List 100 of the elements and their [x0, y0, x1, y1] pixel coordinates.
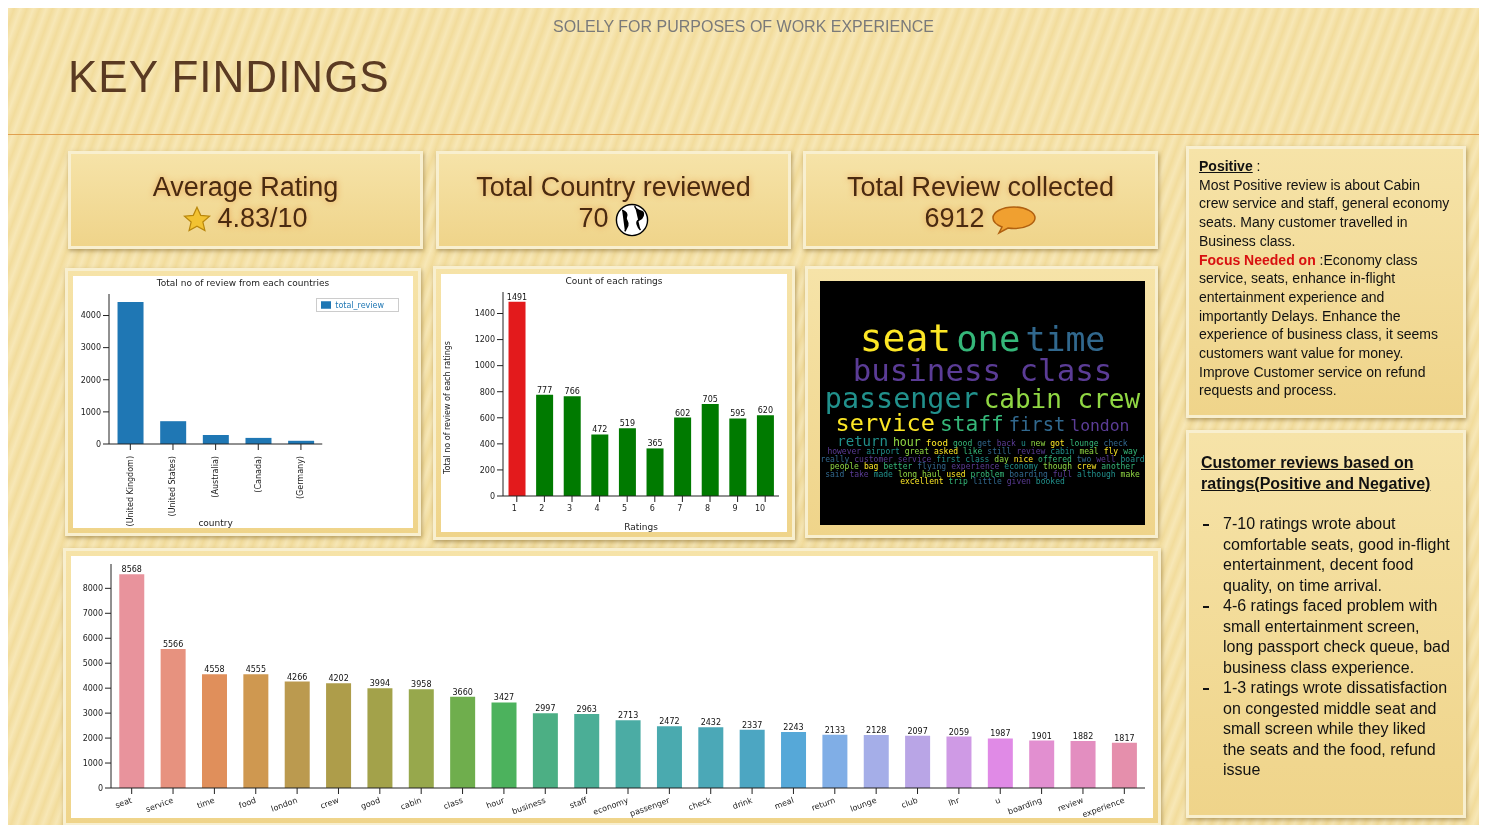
- data-label: 1987: [990, 729, 1011, 739]
- text: like: [963, 447, 983, 457]
- data-label: 1901: [1031, 731, 1052, 741]
- text: cabin: [1050, 447, 1075, 457]
- text: u: [1020, 438, 1026, 448]
- data-label: 2472: [659, 717, 680, 727]
- y-tick-label: 1000: [474, 361, 495, 371]
- data-label: 3660: [452, 687, 473, 697]
- text: excellent: [900, 477, 944, 487]
- text: food: [925, 436, 948, 448]
- data-label: 5566: [162, 640, 184, 650]
- text: full: [1052, 469, 1073, 479]
- bar: [574, 714, 600, 788]
- x-tick-label: time: [195, 795, 217, 811]
- text: offered: [1038, 454, 1072, 464]
- text: london: [1070, 416, 1130, 436]
- x-tick-label: 4: [594, 503, 600, 513]
- data-label: 2097: [907, 726, 928, 736]
- text: although: [1077, 469, 1116, 479]
- bar: [201, 674, 227, 788]
- bar: [646, 448, 664, 496]
- x-tick-label: drink: [731, 795, 754, 812]
- data-label: 602: [674, 408, 691, 418]
- text: check: [1103, 438, 1128, 448]
- bar: [532, 713, 558, 788]
- x-axis-title: Ratings: [624, 522, 659, 532]
- text: used: [946, 469, 966, 479]
- x-tick-label: meal: [773, 795, 795, 812]
- y-tick-label: 2000: [80, 375, 101, 385]
- y-tick-label: 3000: [80, 343, 101, 353]
- x-tick-label: (United Kingdom): [125, 456, 135, 527]
- text: 4.83/10: [216, 203, 309, 234]
- x-tick-label: 10: [755, 503, 766, 513]
- y-tick-label: 2000: [82, 733, 103, 743]
- y-tick-label: 0: [97, 783, 103, 793]
- text: Most Positive review is about Cabin crew service and staff, general economy seats. Many customer travelled in Business class.: [1199, 176, 1450, 249]
- data-label: 1882: [1072, 732, 1094, 742]
- bar: [243, 674, 269, 788]
- data-label: 2128: [866, 725, 887, 735]
- x-tick-label: u: [993, 795, 1002, 806]
- y-tick-label: 4000: [80, 311, 101, 321]
- bar: [656, 726, 682, 788]
- x-tick-label: (Germany): [296, 456, 306, 500]
- text: though: [1043, 462, 1072, 472]
- text: 1-3 ratings wrote dissatisfaction on congested middle seat and small screen while they liked the seats and the food, refund issue: [1222, 678, 1449, 780]
- data-label: 705: [702, 395, 718, 405]
- text: asked: [933, 447, 959, 457]
- text: new: [1030, 438, 1046, 448]
- y-tick-label: 8000: [82, 584, 103, 594]
- data-label: 4558: [204, 665, 225, 675]
- text: booked: [1035, 477, 1065, 487]
- y-tick-label: 800: [479, 387, 495, 397]
- bar: [491, 702, 517, 788]
- x-tick-label: club: [900, 795, 920, 810]
- text: problem: [970, 469, 1005, 479]
- text: well: [1096, 454, 1116, 464]
- data-label: 2432: [700, 718, 721, 728]
- text: got: [1050, 438, 1065, 448]
- x-tick-label: 1: [511, 503, 517, 513]
- bar: [863, 734, 889, 788]
- y-tick-label: 600: [479, 413, 495, 423]
- bar: [615, 720, 641, 788]
- x-tick-label: check: [687, 795, 713, 813]
- x-tick-label: food: [237, 795, 258, 811]
- text: back: [996, 438, 1016, 448]
- bar: [946, 736, 972, 788]
- text: board: [1120, 454, 1145, 464]
- bar: [1070, 741, 1096, 788]
- y-tick-label: 200: [479, 465, 495, 475]
- data-label: 620: [757, 406, 774, 416]
- text: two: [1076, 454, 1092, 464]
- text: Customer reviews based on ratings(Positive and Negative): [1201, 453, 1432, 494]
- bar: [739, 729, 765, 788]
- y-tick-label: 0: [95, 439, 101, 449]
- bar: [781, 732, 807, 788]
- text: Total Review collected: [845, 172, 1116, 203]
- y-tick-label: 3000: [82, 708, 103, 718]
- y-tick-label: 1000: [82, 758, 103, 768]
- text: another: [1101, 462, 1135, 472]
- chart-title: Total no of review from each countries: [155, 278, 331, 288]
- data-label: 777: [536, 385, 553, 395]
- text: airport: [866, 447, 900, 457]
- bar: [987, 738, 1013, 788]
- text: people: [830, 462, 859, 472]
- bar: [367, 688, 393, 788]
- text: 7-10 ratings wrote about comfortable seats, good in-flight entertainment, decent food quality, on time arrival.: [1222, 514, 1451, 596]
- text: review: [1016, 447, 1046, 457]
- bar: [698, 727, 724, 788]
- bar: [563, 396, 581, 496]
- x-tick-label: (United States): [168, 456, 178, 517]
- data-label: 4202: [328, 674, 349, 684]
- text: first class: [936, 454, 990, 464]
- data-label: 2243: [783, 723, 804, 733]
- text: still: [987, 447, 1012, 457]
- text: 70: [577, 203, 610, 236]
- x-tick-label: lounge: [849, 795, 878, 814]
- bar: [701, 404, 719, 496]
- text: nice: [1013, 454, 1034, 464]
- text: lounge: [1069, 438, 1099, 448]
- y-tick-label: 6000: [82, 634, 103, 644]
